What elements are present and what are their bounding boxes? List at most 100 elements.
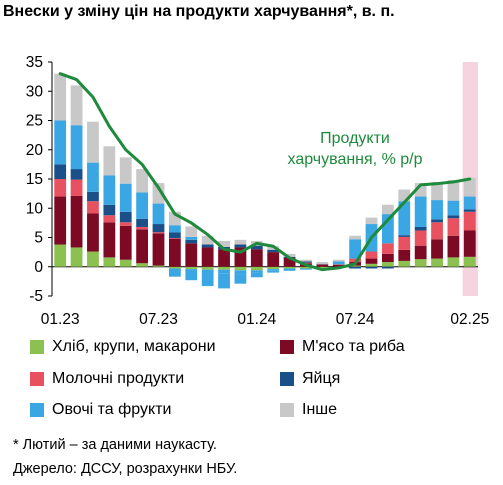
bar-segment-other	[431, 181, 443, 201]
legend-label-bread: Хліб, крупи, макарони	[52, 338, 216, 355]
bar-segment-meat	[332, 264, 345, 267]
x-tick-label: 01.23	[41, 311, 80, 328]
chart-title: Внески у зміну цін на продукти харчуванн…	[3, 3, 395, 20]
bar-segment-vegfruit	[250, 270, 263, 273]
bar-segment-other	[398, 189, 411, 202]
bar-segment-eggs	[136, 218, 149, 227]
bar-segment-bread	[70, 247, 83, 267]
bar-segment-other	[136, 169, 149, 193]
bar-segment-dairy	[54, 179, 67, 197]
y-tick-label: 15	[26, 171, 43, 188]
bar-segment-vegfruit	[267, 270, 280, 273]
bar-segment-meat	[365, 258, 378, 264]
legend-label-vegfruit: Овочі та фрукти	[52, 401, 172, 418]
bar-segment-vegfruit	[152, 203, 165, 225]
legend-swatch-meat	[280, 340, 294, 354]
bar-segment-other	[119, 157, 132, 184]
bar-segment-meat	[218, 249, 230, 267]
bar-segment-vegfruit	[398, 201, 411, 236]
bar-segment-eggs	[119, 211, 132, 223]
legend-swatch-vegfruit	[30, 403, 44, 417]
bar-segment-dairy	[349, 258, 362, 263]
y-tick-label: 5	[34, 230, 43, 247]
bar-segment-meat	[250, 249, 263, 267]
bar-segment-other	[87, 121, 99, 163]
line-annotation-line2: харчування, % р/р	[288, 151, 423, 168]
bar-segment-vegfruit	[234, 270, 247, 275]
bar-segment-dairy	[332, 264, 345, 265]
bar-segment-eggs	[103, 204, 116, 216]
bar-segment-vegfruit	[218, 269, 230, 274]
legend-swatch-eggs	[280, 372, 294, 386]
bar-segment-vegfruit	[463, 196, 476, 210]
bar-segment-vegfruit	[234, 274, 247, 284]
bar-segment-bread	[87, 251, 99, 267]
legend-swatch-dairy	[30, 372, 44, 386]
bar-segment-eggs	[54, 164, 67, 179]
bar-segment-vegfruit	[185, 236, 198, 240]
bar-segment-dairy	[70, 179, 83, 196]
bar-segment-vegfruit	[431, 200, 443, 220]
legend-item-bread: Хліб, крупи, макарони	[30, 338, 216, 356]
bar-segment-meat	[267, 252, 280, 267]
bar-segment-eggs	[316, 263, 329, 265]
bar-segment-bread	[398, 260, 411, 267]
bar-segment-eggs	[398, 235, 411, 237]
bar-segment-other	[201, 235, 214, 245]
bar-segment-other	[185, 226, 198, 237]
bar-segment-bread	[349, 265, 362, 267]
bar-segment-vegfruit	[168, 268, 181, 277]
bar-segment-other	[234, 239, 247, 245]
bar-segment-bread	[185, 266, 198, 270]
bar-segment-other	[414, 183, 427, 197]
bar-segment-bread	[283, 266, 296, 269]
bar-segment-bread	[447, 257, 460, 267]
bar-segment-eggs	[168, 232, 181, 239]
bar-segment-meat	[463, 230, 476, 257]
bar-segment-bread	[201, 266, 214, 270]
bar-segment-dairy	[398, 236, 411, 250]
bar-segment-other	[103, 146, 116, 176]
legend-item-dairy: Молочні продукти	[30, 370, 184, 388]
legend-swatch-other	[280, 403, 294, 417]
bar-segment-other	[365, 217, 378, 225]
x-tick-label: 07.23	[139, 311, 178, 328]
bar-segment-dairy	[365, 251, 378, 259]
bar-segment-other	[300, 259, 312, 262]
legend-item-other: Інше	[280, 401, 337, 419]
bar-segment-meat	[381, 253, 394, 263]
bar-segment-meat	[103, 222, 116, 258]
bar-segment-vegfruit	[447, 200, 460, 216]
bar-segment-dairy	[431, 222, 443, 240]
bar-segment-meat	[136, 229, 149, 264]
bar-segment-vegfruit	[70, 125, 83, 170]
bar-segment-dairy	[136, 226, 149, 230]
y-tick-label: 25	[26, 113, 43, 130]
bar-segment-vegfruit	[283, 268, 296, 271]
bar-segment-eggs	[431, 219, 443, 223]
bar-segment-vegfruit	[349, 239, 362, 259]
bar-segment-dairy	[119, 222, 132, 226]
footnote-nowcast: * Лютий – за даними наукасту.	[13, 437, 217, 453]
bar-segment-bread	[316, 266, 329, 268]
bar-segment-meat	[201, 247, 214, 267]
y-tick-label: 10	[26, 200, 44, 217]
bar-segment-meat	[168, 238, 181, 267]
bar-segment-meat	[119, 225, 132, 260]
bar-segment-eggs	[365, 266, 378, 269]
bar-segment-vegfruit	[54, 120, 67, 165]
bar-segment-vegfruit	[300, 268, 312, 270]
bar-segment-bread	[103, 257, 116, 267]
bar-segment-eggs	[152, 224, 165, 233]
bar-segment-bread	[54, 244, 67, 267]
bar-segment-meat	[70, 195, 83, 248]
bar-segment-eggs	[349, 266, 362, 269]
bar-segment-eggs	[300, 261, 312, 263]
bar-segment-eggs	[87, 191, 99, 202]
bar-segment-vegfruit	[414, 196, 427, 227]
bar-segment-vegfruit	[136, 192, 149, 219]
bar-segment-vegfruit	[332, 261, 345, 265]
x-tick-label: 07.24	[336, 311, 375, 328]
bar-segment-eggs	[414, 226, 427, 231]
bar-segment-dairy	[381, 243, 394, 254]
